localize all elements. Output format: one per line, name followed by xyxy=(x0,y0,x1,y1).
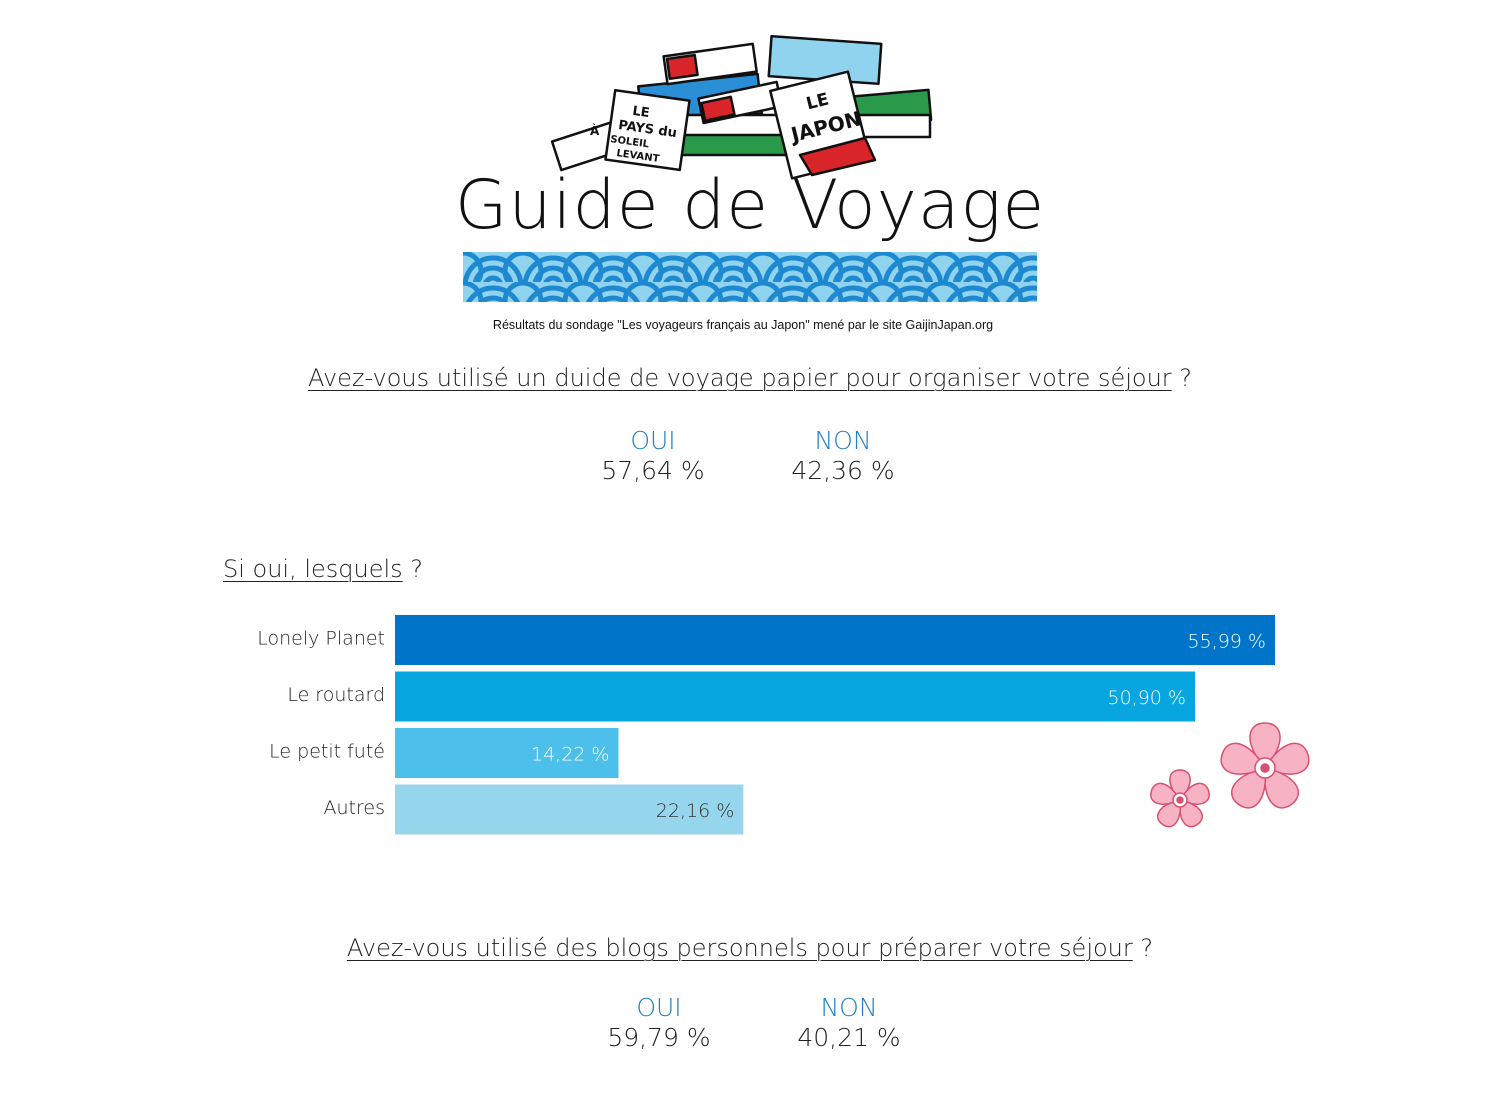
bar xyxy=(395,671,1195,722)
category-label: Lonely Planet xyxy=(257,628,385,650)
data-label: 55,99 % xyxy=(1188,631,1267,653)
question-1: Avez-vous utilisé un duide de voyage pap… xyxy=(0,364,1500,392)
question-1-text: Avez-vous utilisé un duide de voyage pap… xyxy=(307,364,1172,392)
answer-label: NON xyxy=(820,993,878,1022)
data-label: 50,90 % xyxy=(1108,687,1187,709)
question-2-text: Si oui, lesquels xyxy=(223,555,403,583)
category-label: Le routard xyxy=(287,684,385,706)
survey-source-caption: Résultats du sondage "Les voyageurs fran… xyxy=(492,318,994,332)
answer-label: OUI xyxy=(630,426,676,455)
answer-oui: OUI 57,64 % xyxy=(573,426,733,486)
answer-value: 59,79 % xyxy=(607,1023,711,1052)
answer-value: 42,36 % xyxy=(791,456,895,485)
question-mark: ? xyxy=(402,555,424,583)
page-title: Guide de Voyage xyxy=(454,166,1046,245)
cherry-blossom-icon xyxy=(1150,722,1310,828)
answer-non: NON 42,36 % xyxy=(763,426,923,486)
category-label: Le petit futé xyxy=(269,741,385,763)
category-label: Autres xyxy=(324,797,385,819)
svg-text:SOLEIL: SOLEIL xyxy=(610,134,651,150)
data-label: 22,16 % xyxy=(656,800,735,822)
data-label: 14,22 % xyxy=(531,744,610,766)
question-mark: ? xyxy=(1171,364,1193,392)
answer-value: 57,64 % xyxy=(601,456,705,485)
bar xyxy=(395,784,744,835)
seigaiha-wave-banner xyxy=(463,252,1037,302)
books-illustration: LE PAYS du SOLEIL LEVANT LE JAPON À xyxy=(550,35,933,180)
answer-value: 40,21 % xyxy=(797,1023,901,1052)
question-3-text: Avez-vous utilisé des blogs personnels p… xyxy=(346,934,1133,962)
question-mark: ? xyxy=(1132,934,1154,962)
bar xyxy=(395,728,619,778)
question-3: Avez-vous utilisé des blogs personnels p… xyxy=(0,934,1500,962)
answer-non: NON 40,21 % xyxy=(769,993,929,1053)
answer-oui: OUI 59,79 % xyxy=(579,993,739,1053)
answer-label: OUI xyxy=(636,993,682,1022)
svg-text:LE: LE xyxy=(631,104,650,121)
answer-label: NON xyxy=(814,426,872,455)
bar xyxy=(395,615,1275,665)
question-2: Si oui, lesquels ? xyxy=(223,555,423,583)
svg-text:À: À xyxy=(590,123,600,138)
